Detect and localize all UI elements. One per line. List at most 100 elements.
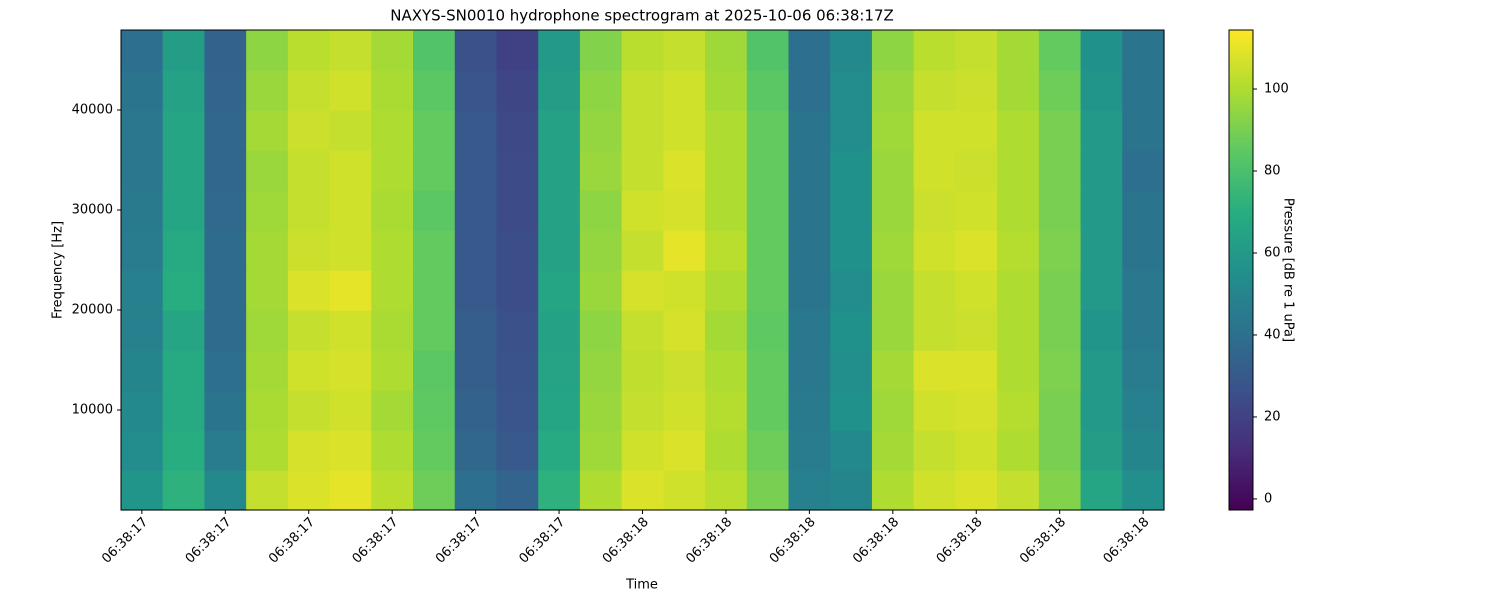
cell: [579, 390, 623, 431]
y-tick-label: 10000: [72, 403, 113, 418]
cell: [204, 430, 247, 471]
cell: [287, 70, 331, 111]
cell: [663, 430, 706, 471]
cell: [371, 350, 414, 391]
cell: [287, 150, 331, 191]
cell: [579, 430, 623, 471]
cell: [830, 390, 873, 431]
cell: [663, 190, 706, 231]
cell: [913, 390, 956, 431]
cell: [579, 70, 623, 111]
cell: [371, 230, 414, 271]
cell: [1080, 270, 1123, 311]
cell: [496, 30, 539, 71]
cell: [830, 230, 873, 271]
cell: [246, 270, 289, 311]
colorbar-tick-label: 20: [1264, 409, 1281, 424]
cell: [663, 150, 706, 191]
cell: [746, 30, 790, 71]
cell: [454, 30, 498, 71]
cell: [329, 30, 372, 71]
cell: [913, 310, 956, 351]
cell: [705, 430, 748, 471]
cell: [830, 350, 873, 391]
cell: [663, 70, 706, 111]
cell: [371, 30, 414, 71]
cell: [413, 270, 456, 311]
cell: [788, 150, 831, 191]
cell: [287, 230, 331, 271]
cell: [705, 230, 748, 271]
cell: [579, 230, 623, 271]
cell: [579, 110, 623, 151]
cell: [371, 270, 414, 311]
cell: [746, 230, 790, 271]
cell: [413, 310, 456, 351]
cell: [1038, 30, 1082, 71]
cell: [746, 350, 790, 391]
cell: [162, 430, 206, 471]
cell: [746, 110, 790, 151]
cell: [1080, 470, 1123, 511]
cell: [162, 150, 206, 191]
cell: [204, 190, 247, 231]
cell: [454, 190, 498, 231]
cell: [871, 110, 915, 151]
cell: [788, 270, 831, 311]
cell: [246, 110, 289, 151]
cell: [913, 470, 956, 511]
cell: [246, 190, 289, 231]
cell: [162, 270, 206, 311]
cell: [246, 230, 289, 271]
x-tick-label: 06:38:18: [683, 515, 735, 567]
cell: [621, 390, 664, 431]
cell: [162, 230, 206, 271]
cell: [788, 470, 831, 511]
colorbar-tick-label: 100: [1264, 82, 1289, 97]
cell: [913, 230, 956, 271]
cell: [621, 110, 664, 151]
cell: [454, 110, 498, 151]
cell: [121, 270, 164, 311]
cell: [454, 470, 498, 511]
cell: [579, 310, 623, 351]
cell: [496, 430, 539, 471]
cell: [329, 190, 372, 231]
cell: [830, 150, 873, 191]
x-tick-label: 06:38:17: [433, 515, 485, 567]
cell: [579, 470, 623, 511]
cell: [621, 70, 664, 111]
cell: [162, 30, 206, 71]
cell: [788, 30, 831, 71]
cell: [454, 430, 498, 471]
cell: [788, 190, 831, 231]
cell: [1122, 470, 1165, 511]
cell: [997, 270, 1040, 311]
cell: [538, 230, 581, 271]
cell: [204, 470, 247, 511]
cell: [788, 70, 831, 111]
cell: [246, 390, 289, 431]
cell: [955, 150, 998, 191]
x-tick-label: 06:38:17: [350, 515, 402, 567]
cell: [162, 190, 206, 231]
cell: [413, 190, 456, 231]
cell: [371, 390, 414, 431]
cell: [579, 270, 623, 311]
cell: [663, 270, 706, 311]
cell: [1122, 390, 1165, 431]
cell: [1038, 230, 1082, 271]
cell: [371, 430, 414, 471]
cell: [705, 390, 748, 431]
cell: [413, 150, 456, 191]
cell: [913, 110, 956, 151]
cell: [997, 190, 1040, 231]
cell: [871, 470, 915, 511]
colorbar: [1228, 29, 1254, 511]
cell: [1122, 110, 1165, 151]
cell: [955, 30, 998, 71]
cell: [538, 190, 581, 231]
cell: [454, 150, 498, 191]
cell: [496, 350, 539, 391]
cell: [454, 270, 498, 311]
